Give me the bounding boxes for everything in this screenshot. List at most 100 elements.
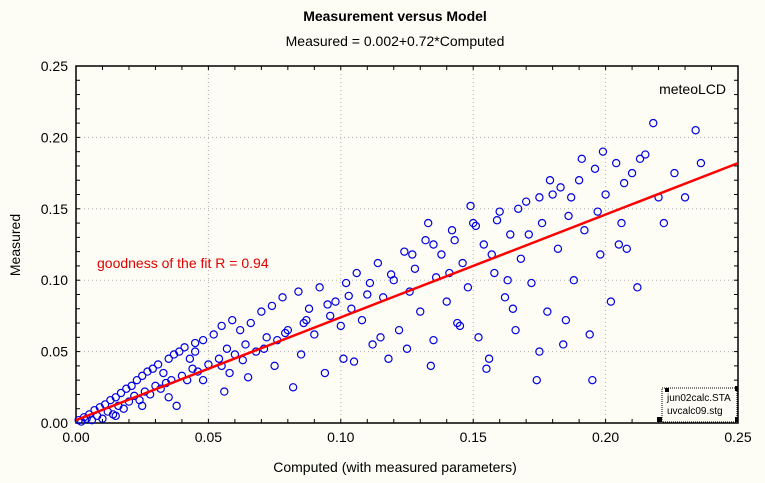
data-point [508,304,518,313]
data-point [164,354,173,363]
data-point [492,216,502,225]
data-point [159,368,168,378]
data-point [98,414,107,423]
data-point [484,354,494,363]
data-point [469,218,478,228]
chart-subtitle: Measured = 0.002+0.72*Computed [286,33,505,49]
data-point [339,354,348,363]
data-point [593,207,602,216]
data-point [270,361,279,371]
y-tick-labels: 0.00 0.05 0.10 0.15 0.20 0.25 [41,58,68,431]
data-point [257,307,266,316]
data-point [132,375,142,385]
legend-line-1: jun02calc.STA [666,393,731,404]
data-point [190,347,200,356]
data-point [278,293,287,302]
x-tick-label: 0.15 [460,429,487,445]
chart-title: Measurement versus Model [303,8,487,24]
y-tick-label: 0.15 [41,201,68,217]
data-point [490,268,499,278]
data-point [363,290,372,299]
data-point [619,178,629,188]
data-point [410,264,420,273]
data-point [442,297,451,306]
y-tick-label: 0.10 [41,272,68,288]
data-point [326,311,335,321]
data-point [569,276,579,285]
data-point [376,333,385,342]
data-point [495,207,504,216]
data-point [190,338,200,348]
y-tick-label: 0.20 [41,129,68,145]
plot-frame [75,65,739,424]
data-point [111,411,120,421]
data-point [691,126,700,135]
data-point [222,344,232,353]
data-point [228,315,237,325]
data-point [429,240,438,249]
data-point [614,240,624,249]
data-point [479,240,488,249]
data-point [127,381,136,391]
data-point [556,183,565,192]
legend-box[interactable]: jun02calc.STA uvcalc09.stg [657,386,738,423]
data-point [447,226,457,235]
data-point [482,364,491,373]
data-point [267,301,277,311]
data-point [87,415,97,425]
data-point [137,401,147,411]
data-point [116,388,126,398]
x-tick-label: 0.25 [724,429,751,445]
data-point [453,318,462,328]
data-point [429,335,438,345]
data-point [341,278,351,288]
data-point [426,361,436,371]
data-point [606,297,616,306]
data-point [566,193,576,202]
data-point [548,190,557,199]
data-point [585,330,594,339]
data-point [241,340,250,349]
data-point [400,247,409,256]
data-point [344,291,353,301]
data-point [564,211,573,221]
data-point [336,321,345,331]
data-point [373,258,383,268]
x-tick-label: 0.20 [592,429,619,445]
scatter-points [74,118,706,426]
data-point [408,250,417,259]
data-point [500,293,510,302]
data-point [423,218,433,228]
data-point [416,307,425,316]
data-point [111,393,120,402]
y-tick-label: 0.00 [41,415,68,431]
data-point [471,221,481,231]
data-point [596,250,605,259]
data-point [466,201,475,211]
data-point [304,304,314,313]
data-point [148,364,157,373]
data-point [302,315,311,325]
data-point [225,368,234,378]
data-point [511,325,520,335]
data-point [535,347,544,356]
data-point [561,315,571,325]
data-point [235,325,245,335]
data-point [368,340,377,349]
data-point [455,321,465,331]
corner-label: meteoLCD [659,81,726,97]
x-tick-label: 0.10 [327,429,354,445]
data-point [323,300,332,309]
y-tick-label: 0.05 [41,344,68,360]
data-point [280,328,290,338]
data-point [627,168,637,178]
data-point [574,176,584,185]
data-point [680,193,690,202]
data-point [535,193,544,202]
data-point [153,360,163,369]
data-point [119,404,128,413]
data-point [294,287,303,296]
data-point [299,318,308,328]
data-point [506,230,515,239]
